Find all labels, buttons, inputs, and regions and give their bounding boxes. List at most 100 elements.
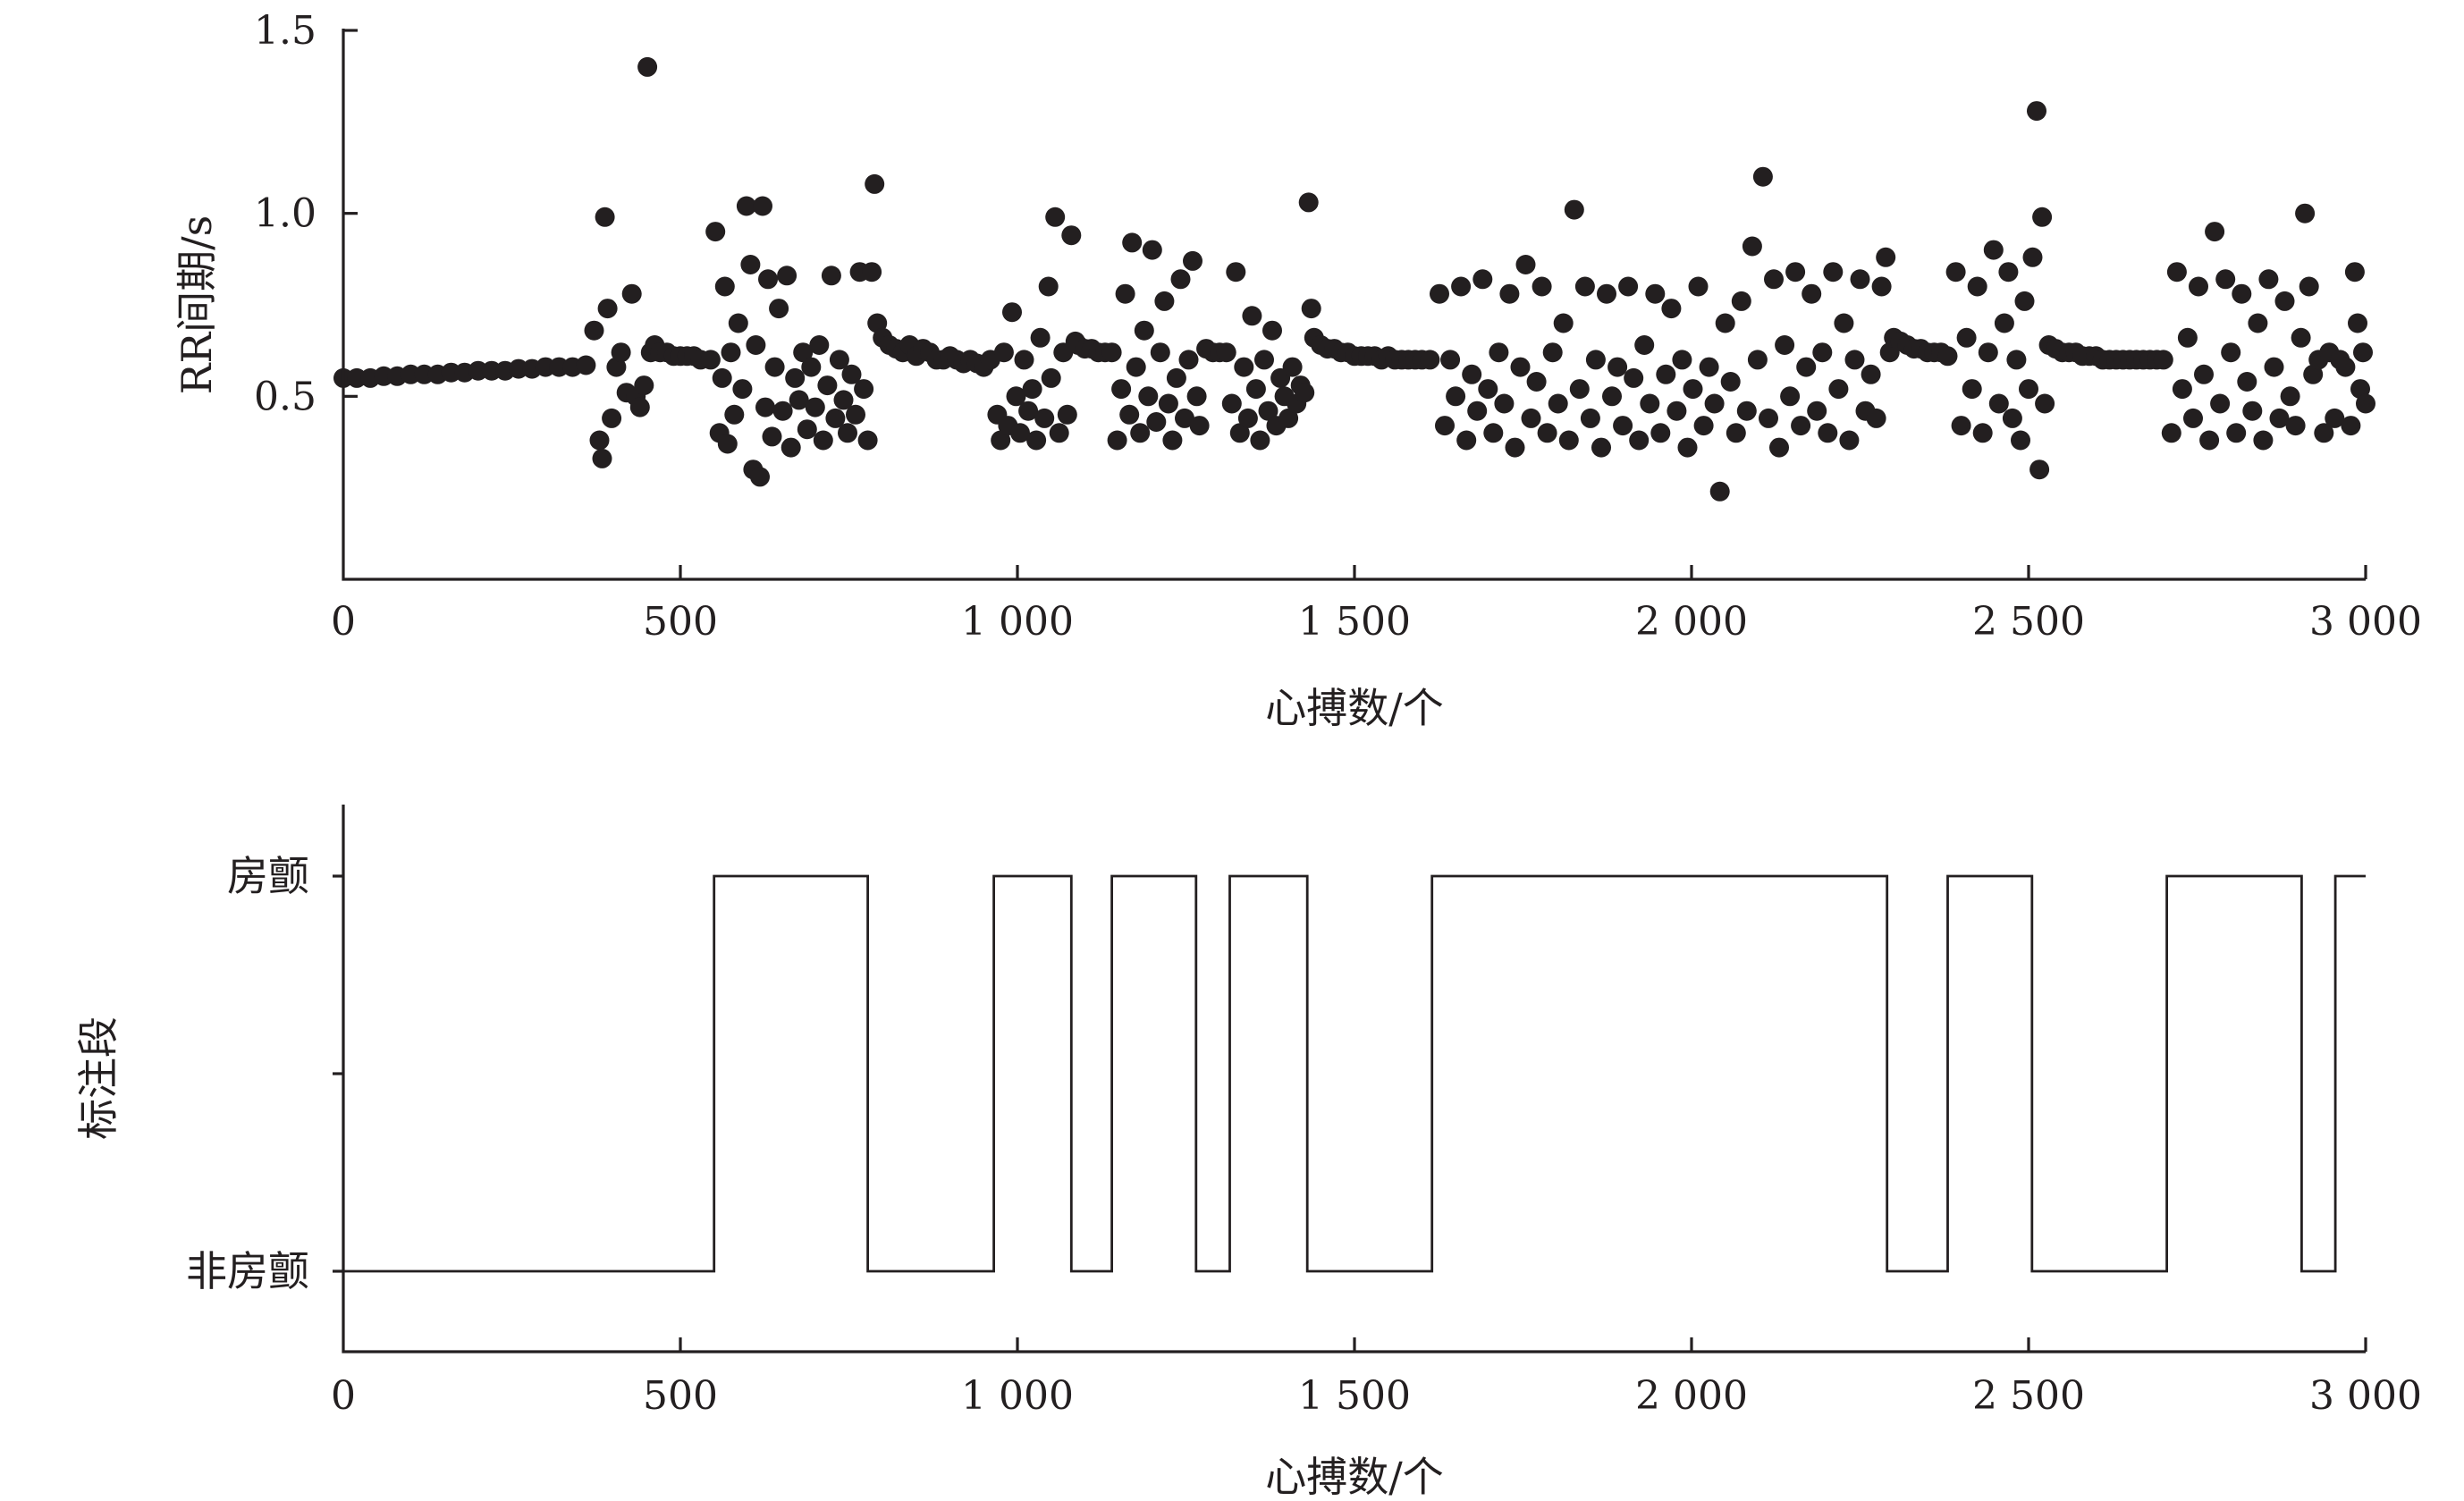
scatter-point [2032, 207, 2053, 227]
scatter-point [833, 390, 854, 410]
scatter-point [2166, 262, 2187, 282]
scatter-point [1045, 207, 1066, 227]
scatter-point [549, 357, 570, 377]
scatter-point [1677, 437, 1698, 458]
scatter-point [1818, 423, 1838, 443]
scatter-point [1038, 276, 1059, 297]
x-tick-label: 1 000 [961, 599, 1074, 645]
scatter-point [595, 207, 615, 227]
x-tick-label: 500 [643, 1373, 718, 1419]
scatter-point [2011, 430, 2030, 451]
scatter-point [2035, 393, 2055, 414]
scatter-point [1430, 283, 1449, 304]
scatter-point [1558, 430, 1579, 451]
scatter-point [1983, 240, 2004, 260]
scatter-point [1569, 379, 1590, 400]
scatter-point [2258, 269, 2279, 290]
scatter-point [805, 397, 825, 417]
scatter-point [1994, 313, 2014, 333]
scatter-point [2014, 291, 2035, 311]
scatter-point [2232, 283, 2252, 304]
scatter-point [2280, 386, 2300, 407]
scatter-point [1672, 350, 1692, 370]
scatter-point [1834, 313, 1854, 333]
scatter-point [1585, 350, 1606, 370]
scatter-point [1956, 327, 1977, 348]
scatter-point [1014, 350, 1034, 370]
scatter-point [1764, 269, 1784, 290]
y-tick-label: 非房颤 [186, 1247, 309, 1295]
scatter-point [717, 434, 738, 454]
scatter-point [772, 401, 793, 421]
scatter-point [1742, 236, 1762, 257]
scatter-point [2019, 379, 2038, 400]
scatter-point [1624, 367, 1644, 388]
scatter-point [1871, 276, 1892, 297]
scatter-point [750, 467, 770, 487]
scatter-point [1515, 255, 1536, 274]
scatter-point [1134, 320, 1154, 341]
scatter-point [1998, 262, 2019, 282]
scatter-point [1693, 416, 1714, 436]
scatter-point [1142, 240, 1162, 260]
scatter-point [1489, 342, 1509, 363]
scatter-point [762, 426, 782, 447]
scatter-point [1505, 437, 1525, 458]
scatter-point [1183, 250, 1202, 271]
scatter-point [1775, 335, 1795, 355]
scatter-point [1715, 313, 1735, 333]
scatter-point [1018, 401, 1039, 421]
scatter-point [637, 56, 658, 77]
scatter-point [1650, 423, 1671, 443]
scatter-point [2344, 262, 2365, 282]
scatter-point [1295, 383, 1315, 403]
scatter-point [705, 222, 726, 242]
scatter-point [740, 255, 761, 274]
scatter-point [854, 379, 874, 400]
y-tick-label: 1.5 [254, 8, 316, 54]
scatter-point [1278, 408, 1299, 428]
rr-interval-scatter-chart: 0 500 1 000 1 500 2 000 2 500 3 000 0.51.01.5 … [173, 8, 2422, 732]
scatter-point [1162, 430, 1183, 451]
scatter-point [817, 375, 838, 396]
scatter-point [1866, 408, 1886, 428]
scatter-point [1608, 357, 1628, 377]
scatter-point [1688, 276, 1709, 297]
scatter-point [1972, 423, 1993, 443]
scatter-point [993, 342, 1014, 363]
x-tick-label: 1 000 [961, 1373, 1074, 1419]
scatter-point [1166, 367, 1186, 388]
scatter-point [1876, 247, 1896, 267]
scatter-point [1580, 408, 1600, 428]
scatter-point [2356, 393, 2375, 414]
scatter-point [1138, 386, 1159, 407]
scatter-point [2274, 291, 2295, 311]
scatter-point [1282, 357, 1303, 377]
scatter-point [1709, 481, 1730, 502]
scatter-point [1229, 423, 1250, 443]
scatter-point [1178, 350, 1199, 370]
scatter-point [1478, 379, 1498, 400]
scatter-point [468, 360, 488, 381]
scatter-point [793, 342, 814, 363]
y-tick-label: 房颤 [227, 852, 309, 900]
scatter-point [1796, 357, 1817, 377]
scatter-point [1041, 367, 1061, 388]
top-axes-frame [342, 29, 2366, 581]
scatter-point [991, 430, 1011, 451]
scatter-point [813, 430, 833, 451]
scatter-point [2199, 430, 2220, 451]
scatter-point [1510, 357, 1531, 377]
scatter-point [1769, 437, 1789, 458]
scatter-point [401, 364, 421, 384]
scatter-point [2226, 423, 2247, 443]
scatter-point [1189, 416, 1210, 436]
scatter-point [2248, 313, 2268, 333]
scatter-point [1812, 342, 1833, 363]
scatter-point [728, 313, 748, 333]
scatter-point [1850, 269, 1870, 290]
scatter-point [1526, 372, 1547, 392]
scatter-point [1175, 408, 1194, 428]
scatter-point [1951, 416, 1971, 436]
scatter-point [1726, 423, 1746, 443]
